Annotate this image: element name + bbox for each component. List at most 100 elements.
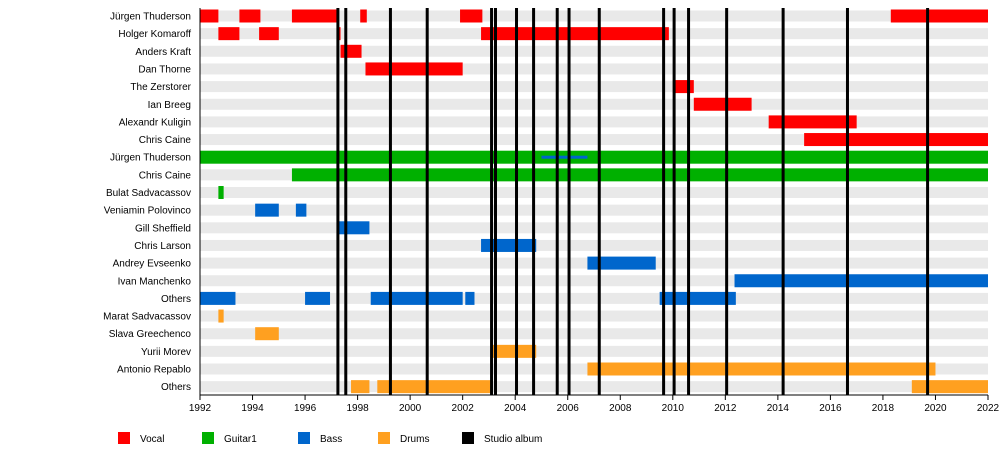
x-tick-label: 2012 <box>714 403 737 414</box>
bar-vocal <box>291 9 338 23</box>
bar-vocal <box>768 115 857 129</box>
legend-label-bass: Bass <box>320 434 342 445</box>
row-background <box>200 328 988 340</box>
studio-album-line <box>336 8 340 395</box>
bar-vocal <box>259 27 279 41</box>
member-label: Bulat Sadvacassov <box>106 188 191 199</box>
member-label: Holger Komaroff <box>118 29 191 40</box>
bar-vocal <box>672 80 694 94</box>
member-label: Dan Thorne <box>138 64 191 75</box>
x-tick-label: 1994 <box>241 403 264 414</box>
studio-album-line <box>490 8 494 395</box>
row-background <box>200 81 988 93</box>
studio-album-line <box>425 8 429 395</box>
studio-album-line <box>781 8 785 395</box>
bar-bass <box>587 256 656 270</box>
row-background <box>200 345 988 357</box>
bar-bass <box>541 155 588 159</box>
bar-bass <box>465 291 475 305</box>
bar-guitar <box>200 150 988 164</box>
member-label: Others <box>161 382 191 393</box>
legend-label-album: Studio album <box>484 434 542 445</box>
legend-swatch-album <box>462 432 474 444</box>
row-background <box>200 187 988 198</box>
member-label: Alexandr Kuligin <box>119 117 191 128</box>
bar-drums <box>351 380 370 394</box>
member-label: Others <box>161 294 191 305</box>
x-tick-label: 2002 <box>452 403 475 414</box>
bar-vocal <box>239 9 261 23</box>
bar-vocal <box>481 27 669 41</box>
bar-vocal <box>693 97 752 111</box>
x-tick-label: 2008 <box>609 403 632 414</box>
bar-vocal <box>218 27 240 41</box>
studio-album-line <box>555 8 559 395</box>
member-label: The Zerstorer <box>130 82 191 93</box>
studio-album-line <box>567 8 571 395</box>
member-label: Ian Breeg <box>148 100 191 111</box>
bar-drums <box>587 362 936 376</box>
bar-drums <box>492 344 537 358</box>
bar-bass <box>734 274 988 288</box>
studio-album-line <box>926 8 930 395</box>
x-tick-label: 2018 <box>872 403 895 414</box>
member-label: Chris Caine <box>139 170 192 181</box>
legend-label-vocal: Vocal <box>140 434 164 445</box>
member-label: Andrey Evseenko <box>113 259 192 270</box>
x-tick-label: 2022 <box>977 403 1000 414</box>
bar-vocal <box>365 62 463 76</box>
member-label: Marat Sadvacassov <box>103 312 191 323</box>
x-tick-label: 2004 <box>504 403 527 414</box>
row-background <box>200 222 988 234</box>
studio-album-line <box>662 8 666 395</box>
bar-bass <box>305 291 331 305</box>
x-tick-label: 2014 <box>767 403 790 414</box>
x-tick-label: 2006 <box>557 403 580 414</box>
bar-vocal <box>804 133 988 147</box>
x-tick-label: 2000 <box>399 403 422 414</box>
row-background <box>200 10 988 22</box>
x-tick-label: 2010 <box>662 403 685 414</box>
bar-bass <box>255 203 279 217</box>
bar-vocal <box>340 44 362 58</box>
row-background <box>200 381 988 393</box>
legend-swatch-drums <box>378 432 390 444</box>
legend-swatch-vocal <box>118 432 130 444</box>
member-label: Anders Kraft <box>135 47 191 58</box>
row-background <box>200 239 988 251</box>
member-label: Antonio Repablo <box>117 365 191 376</box>
studio-album-line <box>388 8 392 395</box>
bar-bass <box>659 291 736 305</box>
member-label: Jürgen Thuderson <box>110 153 191 164</box>
row-background <box>200 63 988 75</box>
member-label: Slava Greechenco <box>109 329 192 340</box>
bar-guitar <box>291 168 988 182</box>
row-background <box>200 275 988 287</box>
bar-vocal <box>200 9 219 23</box>
legend-swatch-guitar <box>202 432 214 444</box>
x-tick-label: 2016 <box>819 403 842 414</box>
row-background <box>200 310 988 322</box>
studio-album-line <box>515 8 519 395</box>
bar-drums <box>377 380 493 394</box>
x-tick-label: 1998 <box>346 403 369 414</box>
bar-drums <box>218 309 224 323</box>
bar-vocal <box>360 9 367 23</box>
bar-bass <box>481 238 537 252</box>
bar-drums <box>911 380 988 394</box>
studio-album-line <box>672 8 676 395</box>
studio-album-line <box>725 8 729 395</box>
bar-bass <box>370 291 463 305</box>
studio-album-line <box>532 8 536 395</box>
bar-bass <box>337 221 370 235</box>
studio-album-line <box>597 8 601 395</box>
row-background <box>200 292 988 304</box>
member-label: Chris Caine <box>139 135 192 146</box>
bar-vocal <box>460 9 483 23</box>
studio-album-line <box>344 8 348 395</box>
member-label: Yurii Morev <box>141 347 191 358</box>
bar-drums <box>255 327 279 341</box>
row-background <box>200 204 988 216</box>
row-background <box>200 98 988 110</box>
